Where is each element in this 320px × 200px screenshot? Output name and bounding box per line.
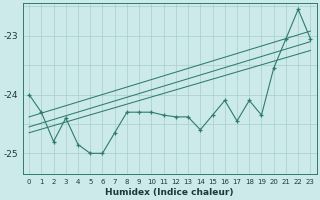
X-axis label: Humidex (Indice chaleur): Humidex (Indice chaleur)	[106, 188, 234, 197]
